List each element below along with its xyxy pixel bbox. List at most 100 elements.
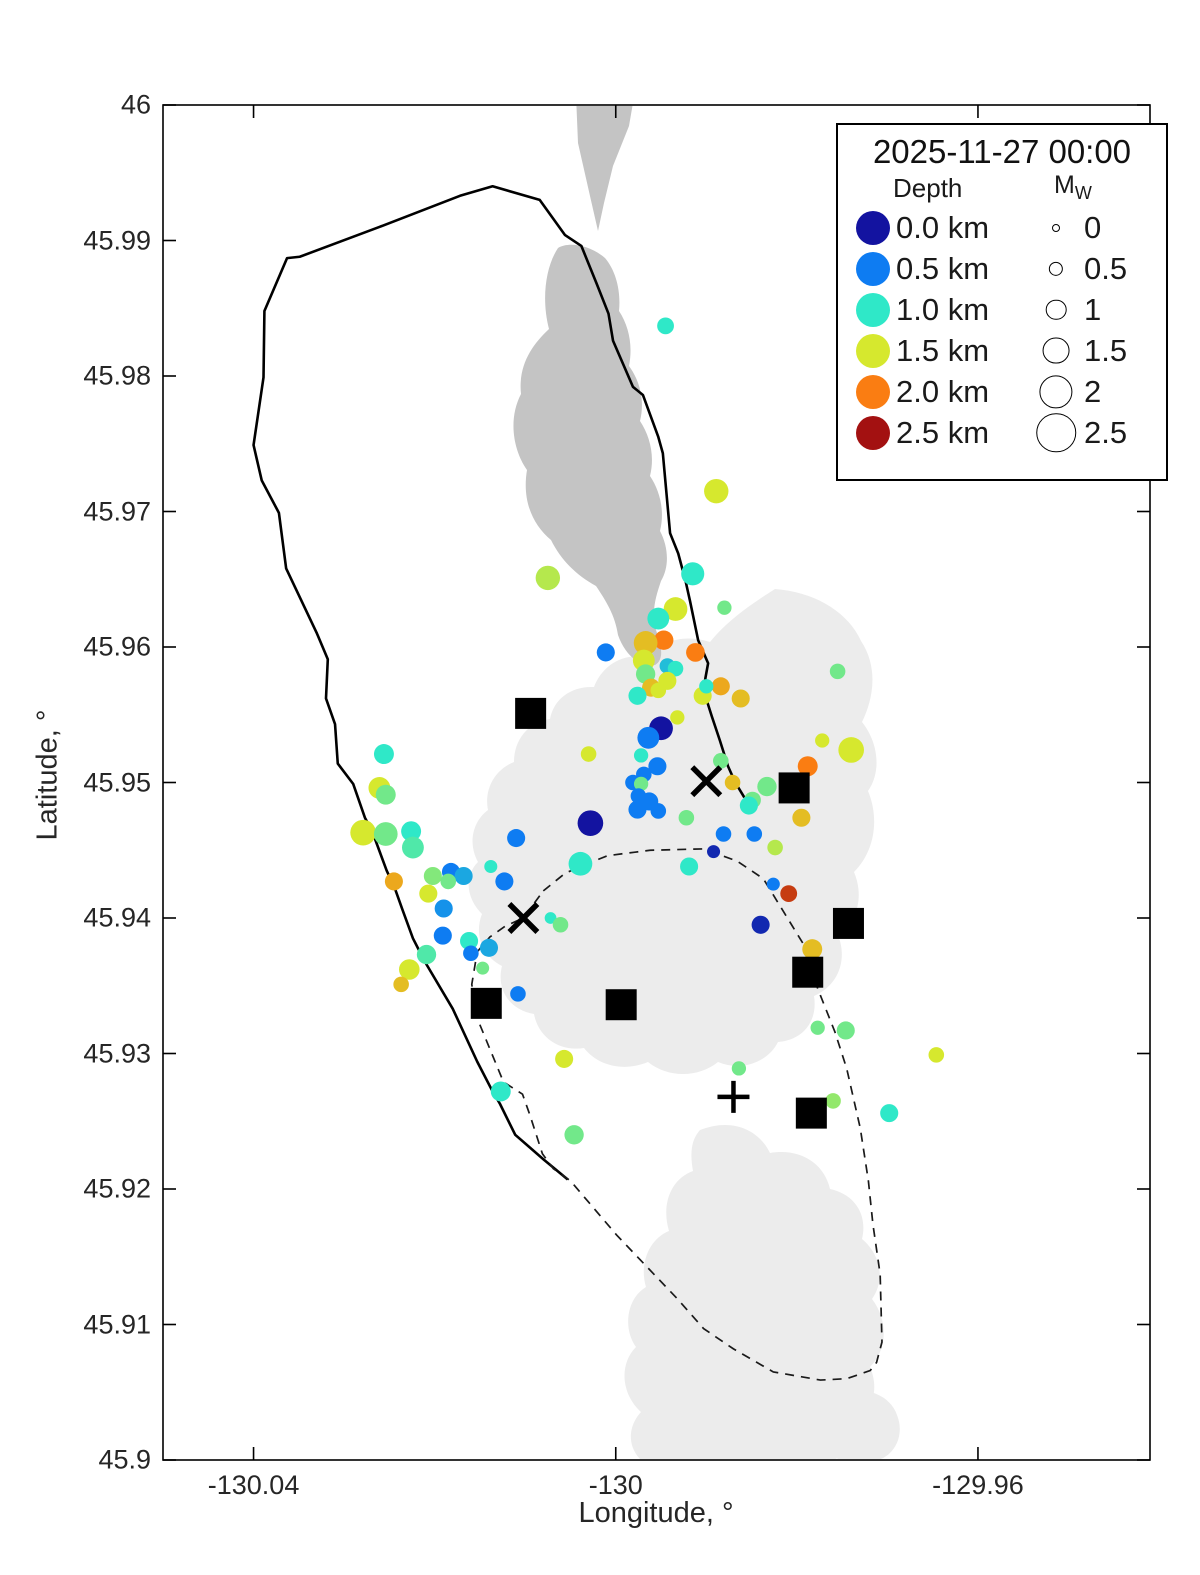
magnitude-size-circle	[1039, 374, 1073, 409]
seismometer-station-marker	[515, 697, 547, 729]
earthquake-marker	[401, 836, 424, 859]
earthquake-marker	[495, 872, 514, 891]
map-layers	[252, 106, 945, 1459]
earthquake-marker	[401, 821, 422, 842]
depth-legend-label: 1.0 km	[896, 291, 990, 327]
earthquake-marker	[580, 746, 597, 762]
depth-color-swatch	[856, 333, 890, 368]
magnitude-size-circle	[1052, 223, 1060, 232]
earthquake-marker	[633, 631, 658, 655]
earthquake-marker	[670, 710, 685, 725]
earthquake-marker	[434, 899, 453, 918]
earthquake-marker	[384, 872, 403, 891]
plus-marker	[717, 1080, 750, 1113]
magnitude-legend-label: 1	[1084, 291, 1102, 327]
earthquake-marker	[663, 597, 688, 621]
magnitude-legend-label: 1.5	[1084, 332, 1128, 368]
earthquake-marker	[680, 857, 699, 876]
earthquake-marker	[838, 737, 865, 763]
earthquake-marker	[739, 796, 758, 815]
depth-legend-label: 0.5 km	[896, 250, 990, 286]
seismometer-station-marker	[795, 1097, 827, 1129]
seismometer-station-marker	[470, 987, 502, 1019]
earthquake-marker	[633, 748, 649, 763]
earthquake-marker	[724, 774, 741, 791]
earthquake-marker	[657, 317, 674, 335]
earthquake-marker	[928, 1047, 945, 1063]
y-tick-label: 45.96	[83, 631, 151, 662]
y-tick-label: 45.95	[83, 767, 151, 797]
earthquake-marker	[398, 959, 420, 980]
earthquake-marker	[375, 784, 396, 805]
magnitude-legend-label: 2.5	[1084, 414, 1128, 450]
caldera-rim-outline	[252, 185, 746, 1181]
lava-flow-patch-light	[833, 1391, 900, 1459]
earthquake-marker	[767, 839, 783, 856]
earthquake-marker	[373, 744, 394, 765]
earthquake-marker	[751, 915, 770, 934]
y-tick-label: 45.9	[98, 1444, 151, 1475]
y-tick-label: 45.99	[83, 225, 151, 255]
legend-rows: 0.0 km 0 0.5 km 0.5 1.0 km 1 1.5 km 1.5 2.0 km 2 2…	[838, 207, 1166, 453]
earthquake-marker	[648, 757, 667, 776]
earthquake-marker	[568, 851, 593, 876]
lava-flow-patch-dark	[513, 244, 667, 666]
magnitude-legend-label: 2	[1084, 373, 1102, 409]
earthquake-marker	[552, 916, 569, 933]
lava-flow-patch-light	[624, 1124, 884, 1459]
y-tick-label: 45.93	[83, 1038, 151, 1068]
seismometer-station-marker	[778, 772, 810, 804]
y-tick-label: 46	[120, 89, 151, 120]
x-tick-label: -130.04	[207, 1470, 300, 1500]
earthquake-marker	[476, 961, 490, 975]
earthquake-marker	[715, 826, 732, 842]
earthquake-marker	[681, 562, 705, 586]
seismometer-station-marker	[792, 956, 824, 988]
y-tick-label: 45.97	[83, 496, 151, 526]
earthquake-marker	[628, 686, 647, 705]
earthquake-marker	[810, 1020, 825, 1035]
x-tick-label: -129.96	[932, 1470, 1024, 1500]
earthquake-marker	[880, 1104, 899, 1123]
earthquake-marker	[650, 682, 667, 699]
earthquake-marker	[454, 866, 473, 886]
earthquake-marker	[507, 829, 526, 848]
earthquake-marker	[667, 660, 684, 677]
y-axis-label: Latitude, °	[31, 709, 64, 841]
lava-flow-patch-light	[468, 589, 877, 1074]
earthquake-marker	[829, 663, 846, 680]
earthquake-marker	[654, 630, 674, 650]
earthquake-marker	[717, 600, 732, 615]
depth-color-swatch	[856, 374, 890, 409]
y-tick-label: 45.92	[83, 1173, 151, 1204]
earthquake-marker	[711, 677, 730, 696]
earthquake-marker	[484, 859, 498, 874]
earthquake-marker	[440, 873, 457, 890]
depth-legend-label: 2.5 km	[896, 414, 990, 450]
earthquake-marker	[792, 808, 811, 827]
x-axis-label: Longitude, °	[578, 1497, 734, 1529]
legend-row: 0.5 km 0.5	[838, 248, 1166, 289]
earthquake-marker	[596, 643, 615, 662]
earthquake-marker	[766, 877, 780, 891]
earthquake-marker	[633, 776, 649, 792]
earthquake-marker	[731, 689, 750, 708]
earthquake-marker	[637, 726, 660, 749]
y-tick-label: 45.94	[83, 902, 151, 933]
earthquake-marker	[350, 819, 376, 846]
lava-flow-patch-dark	[576, 106, 633, 231]
legend-box: 2025-11-27 00:00 Depth MW 0.0 km 0 0.5 km 0…	[836, 123, 1168, 481]
depth-legend-label: 0.0 km	[896, 209, 990, 245]
legend-row: 1.0 km 1	[838, 289, 1166, 330]
earthquake-marker	[373, 822, 398, 846]
magnitude-size-circle	[1036, 412, 1076, 453]
earthquake-marker	[564, 1125, 584, 1145]
seismometer-station-marker	[832, 907, 864, 939]
depth-color-swatch	[856, 292, 890, 327]
earthquake-marker	[825, 1093, 841, 1109]
earthquake-marker	[797, 756, 818, 777]
magnitude-legend-label: 0.5	[1084, 250, 1128, 286]
earthquake-marker	[647, 607, 670, 630]
earthquake-marker	[815, 733, 830, 748]
magnitude-legend-label: 0	[1084, 209, 1102, 245]
